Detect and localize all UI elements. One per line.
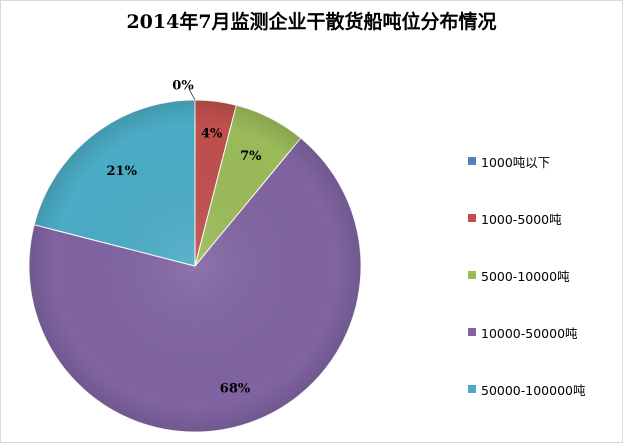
legend-item-5: 50000-100000吨 xyxy=(468,379,618,399)
legend-swatch xyxy=(468,271,476,279)
legend-item-3: 5000-10000吨 xyxy=(468,265,618,285)
legend-label: 1000吨以下 xyxy=(481,154,551,170)
pie-leader-line-1 xyxy=(188,88,196,101)
legend-label: 10000-50000吨 xyxy=(481,325,578,341)
legend-swatch xyxy=(468,385,476,393)
pie-slices xyxy=(28,99,362,433)
legend-swatch xyxy=(468,157,476,165)
legend-swatch xyxy=(468,328,476,336)
legend-item-4: 10000-50000吨 xyxy=(468,322,618,342)
legend-swatch xyxy=(468,214,476,222)
legend-label: 50000-100000吨 xyxy=(481,382,586,398)
pie-data-label-2: 4% xyxy=(201,127,223,142)
pie-data-label-5: 21% xyxy=(107,164,138,179)
legend-item-1: 1000吨以下 xyxy=(468,151,618,171)
legend-item-2: 1000-5000吨 xyxy=(468,208,618,228)
chart-title: 2014年7月监测企业干散货船吨位分布情况 xyxy=(126,11,497,33)
legend-label: 5000-10000吨 xyxy=(481,268,570,284)
legend-label: 1000-5000吨 xyxy=(481,211,562,227)
pie-data-label-3: 7% xyxy=(240,149,262,164)
legend: 1000吨以下 1000-5000吨 5000-10000吨 10000-50000吨… xyxy=(468,151,618,436)
pie-labels: 0% 4% 7% 68% 21% xyxy=(107,79,263,397)
pie-data-label-4: 68% xyxy=(220,382,251,397)
pie-data-label-1: 0% xyxy=(172,79,194,94)
